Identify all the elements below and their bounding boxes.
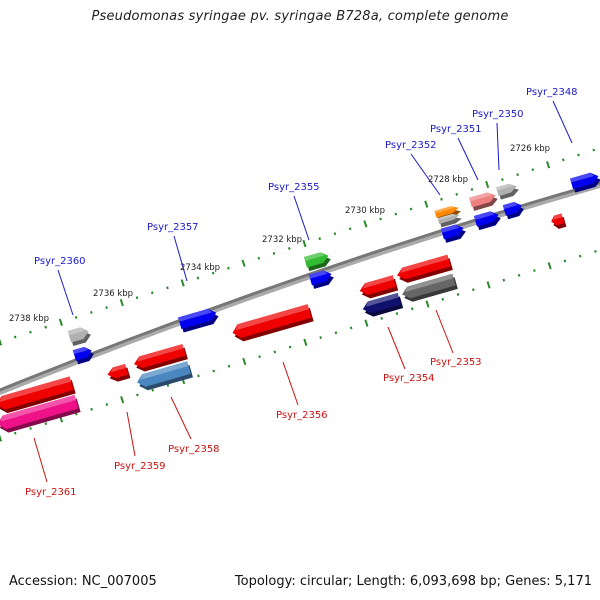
- gene-label-psyr-2352[interactable]: Psyr_2352: [385, 140, 437, 151]
- ruler-label: 2728 kbp: [428, 175, 468, 185]
- gene-psyr-2357: [178, 308, 219, 333]
- genome-summary-text: Topology: circular; Length: 6,093,698 bp…: [234, 574, 592, 589]
- gene-label-psyr-2354[interactable]: Psyr_2354: [383, 373, 435, 384]
- gene-psyr-2354-top: [397, 254, 453, 283]
- ruler-label: 2730 kbp: [345, 206, 385, 216]
- gene-label-psyr-2356[interactable]: Psyr_2356: [276, 410, 328, 421]
- leader-line-psyr-2357: [173, 235, 188, 282]
- gene-psyr-2355-b: [308, 270, 334, 289]
- accession-text: Accession: NC_007005: [9, 574, 157, 589]
- gene-small-right: [551, 213, 567, 229]
- gene-label-psyr-2351[interactable]: Psyr_2351: [430, 124, 482, 135]
- leader-line-psyr-2361: [33, 437, 48, 483]
- ruler-label: 2726 kbp: [510, 144, 550, 154]
- gene-psyr-2359-big: [134, 344, 188, 372]
- gene-label-psyr-2360[interactable]: Psyr_2360: [34, 256, 86, 267]
- gene-psyr-2359: [107, 363, 131, 382]
- leader-line-psyr-2351: [457, 137, 479, 181]
- leader-line-psyr-2353: [435, 309, 454, 354]
- leader-line-psyr-2359: [126, 411, 136, 457]
- leader-line-psyr-2356: [282, 361, 299, 406]
- leader-line-psyr-2348: [552, 100, 573, 144]
- gene-psyr-2348: [570, 172, 600, 193]
- ruler-label: 2732 kbp: [262, 235, 302, 245]
- ruler-track-upper: [0, 148, 596, 346]
- gene-psyr-2352-c: [440, 224, 466, 243]
- gene-psyr-2350: [496, 183, 519, 200]
- gene-psyr-2355: [303, 252, 331, 272]
- gene-label-psyr-2359[interactable]: Psyr_2359: [114, 461, 166, 472]
- ruler-label: 2736 kbp: [93, 289, 133, 299]
- gene-psyr-2354-red: [359, 275, 399, 299]
- gene-label-psyr-2355[interactable]: Psyr_2355: [268, 182, 320, 193]
- gene-label-psyr-2353[interactable]: Psyr_2353: [430, 357, 482, 368]
- gene-psyr-2351-b: [473, 211, 501, 231]
- leader-line-psyr-2360: [57, 269, 74, 316]
- leader-line-psyr-2354: [387, 326, 406, 370]
- gene-psyr-2356: [232, 304, 314, 342]
- leader-line-psyr-2358: [170, 396, 192, 440]
- gene-psyr-2360-b: [72, 346, 94, 365]
- ruler-label: 2738 kbp: [9, 314, 49, 324]
- gene-psyr-2350-b: [502, 201, 524, 220]
- gene-label-psyr-2361[interactable]: Psyr_2361: [25, 487, 77, 498]
- gene-psyr-2353: [402, 273, 458, 302]
- ruler-label: 2734 kbp: [180, 263, 220, 273]
- gene-psyr-2351: [469, 192, 498, 211]
- map-title: Pseudomonas syringae pv. syringae B728a,…: [91, 9, 509, 24]
- gene-psyr-2352-b: [437, 214, 462, 228]
- gene-psyr-2361: [0, 394, 81, 433]
- gene-label-psyr-2350[interactable]: Psyr_2350: [472, 109, 524, 120]
- gene-psyr-2360: [67, 327, 91, 347]
- gene-label-psyr-2358[interactable]: Psyr_2358: [168, 444, 220, 455]
- leader-line-psyr-2355: [293, 195, 310, 241]
- gene-label-psyr-2348[interactable]: Psyr_2348: [526, 87, 578, 98]
- gene-psyr-2358: [137, 361, 194, 391]
- gene-label-psyr-2357[interactable]: Psyr_2357: [147, 222, 199, 233]
- leader-line-psyr-2352: [410, 153, 441, 196]
- gene-psyr-2354: [362, 292, 404, 317]
- ruler-track-lower: [0, 249, 597, 442]
- gene-psyr-2361-red: [0, 376, 76, 414]
- leader-line-psyr-2350: [496, 122, 500, 171]
